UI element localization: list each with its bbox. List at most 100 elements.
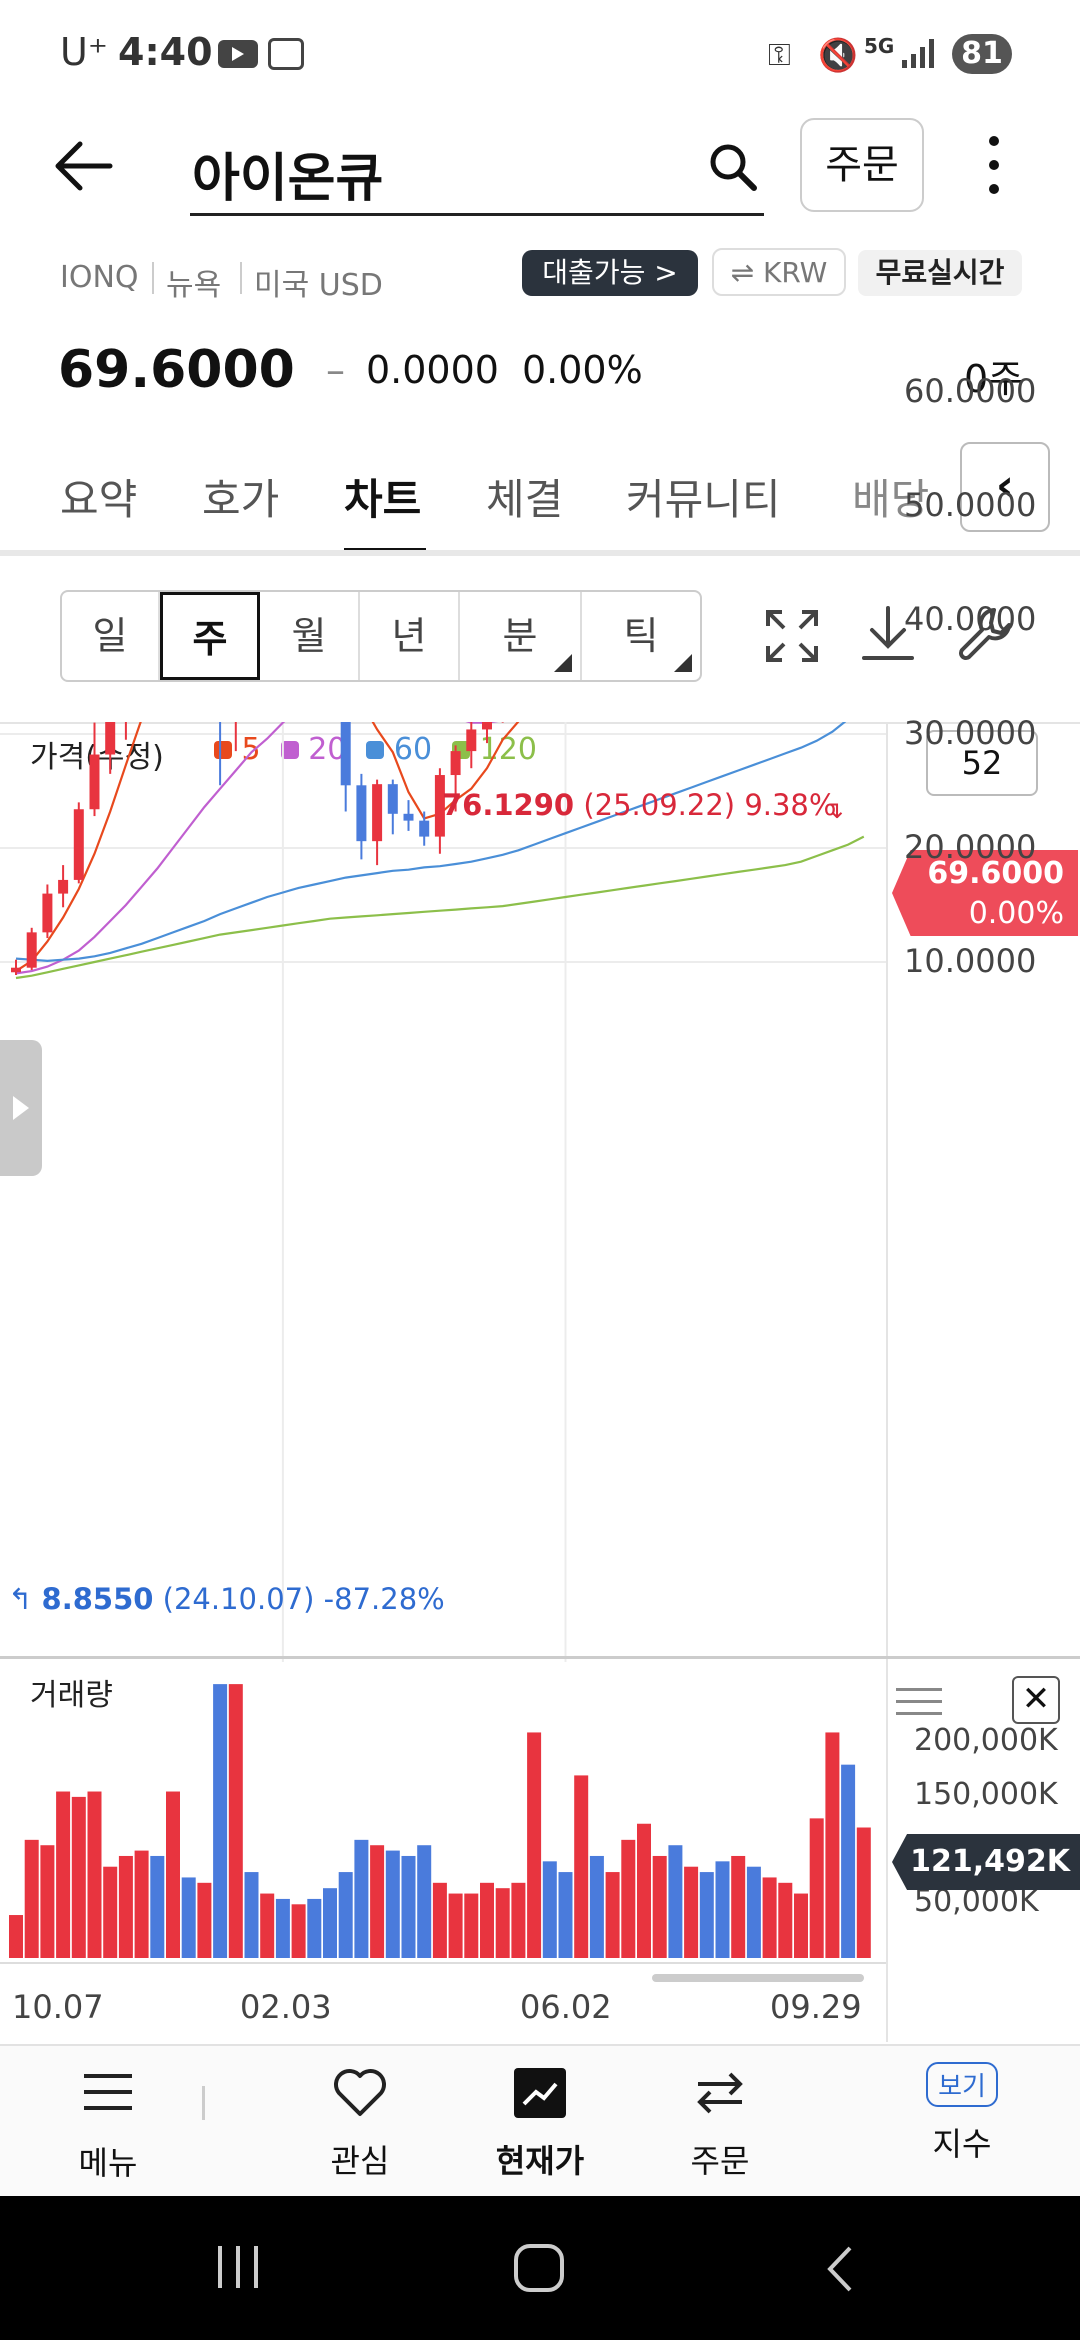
realtime-chip[interactable]: 무료실시간 xyxy=(858,250,1022,296)
ma-legend-item: 20 xyxy=(280,732,347,767)
volume-bar xyxy=(684,1866,699,1958)
volume-bar xyxy=(370,1845,385,1958)
search-value: 아이온큐 xyxy=(192,149,384,209)
volume-bar xyxy=(181,1877,196,1958)
nav-order[interactable]: 주문 xyxy=(670,2066,770,2182)
volume-bar xyxy=(464,1893,479,1958)
mute-icon: 🔇 xyxy=(818,36,858,74)
date-label: 10.07 xyxy=(12,1988,104,2026)
back-arrow-icon[interactable] xyxy=(52,138,114,194)
ma20-label: 20 xyxy=(308,732,347,767)
candle-count-box[interactable]: 52 xyxy=(926,730,1038,796)
price-change-pct: 0.00% xyxy=(522,348,643,392)
volume-bar xyxy=(40,1845,55,1958)
volume-bar xyxy=(746,1866,761,1958)
chart-area[interactable]: 가격(수정) 5 20 60 120 52 76.1290 (25.09.22)… xyxy=(0,372,1080,2042)
volume-bar xyxy=(228,1684,243,1958)
ma120-label: 120 xyxy=(479,732,537,767)
date-label: 06.02 xyxy=(520,1988,612,2026)
period-day[interactable]: 일 xyxy=(62,592,160,680)
candle-body xyxy=(89,754,100,810)
expand-icon[interactable] xyxy=(764,608,820,664)
low-arrow-icon: ↰ xyxy=(8,1582,33,1616)
candle-body xyxy=(356,785,367,842)
nav-divider xyxy=(202,2086,205,2120)
volume-bar xyxy=(511,1882,526,1958)
period-month[interactable]: 월 xyxy=(260,592,360,680)
period-minute[interactable]: 분 xyxy=(460,592,582,680)
current-price-tag-value: 69.6000 xyxy=(927,856,1064,891)
download-icon[interactable] xyxy=(860,604,916,664)
volume-tick-label: 50,000K xyxy=(914,1884,1039,1920)
tab-scroll-left-button[interactable]: ‹ xyxy=(960,442,1050,532)
volume-bar xyxy=(448,1893,463,1958)
volume-bar xyxy=(558,1872,573,1958)
hamburger-icon[interactable] xyxy=(896,1684,942,1720)
volume-bar xyxy=(637,1823,651,1958)
loan-available-chip[interactable]: 대출가능 > xyxy=(522,250,698,296)
panel-divider xyxy=(0,1656,886,1659)
volume-bar xyxy=(542,1861,557,1958)
nav-index[interactable]: 보기 지수 xyxy=(912,2062,1012,2165)
candle-body xyxy=(403,813,414,821)
chart-line-icon xyxy=(514,2068,566,2118)
ma-legend-item: 60 xyxy=(366,732,432,767)
search-icon[interactable] xyxy=(706,140,760,194)
tab-orderbook[interactable]: 호가 xyxy=(202,475,280,524)
divider xyxy=(240,262,242,294)
high-date: (25.09.22) xyxy=(583,788,736,822)
current-price: 69.6000 xyxy=(58,340,295,400)
volume-bar xyxy=(715,1861,730,1958)
high-annotation: 76.1290 (25.09.22) 9.38% xyxy=(442,788,836,822)
nav-watchlist[interactable]: 관심 xyxy=(310,2066,410,2182)
period-tick[interactable]: 틱 xyxy=(582,592,700,680)
volume-bar xyxy=(385,1850,400,1958)
swap-arrows-icon xyxy=(697,2072,743,2114)
order-button[interactable]: 주문 xyxy=(800,118,924,212)
period-selector: 일 주 월 년 분 틱 xyxy=(60,590,702,682)
price-tick-label: 40.0000 xyxy=(904,600,1037,638)
close-icon[interactable]: ✕ xyxy=(1012,1676,1060,1724)
volume-bar xyxy=(825,1732,840,1958)
tab-dividend[interactable]: 배당 xyxy=(852,475,930,524)
home-icon[interactable] xyxy=(514,2244,564,2292)
more-menu-icon[interactable] xyxy=(986,136,1002,196)
low-price: 8.8550 xyxy=(41,1582,154,1616)
volume-bar xyxy=(150,1855,165,1958)
ma-line-20 xyxy=(15,722,499,975)
low-pct: -87.28% xyxy=(323,1582,445,1616)
candle-body xyxy=(466,729,477,752)
high-price: 76.1290 xyxy=(442,788,575,822)
volume-bar xyxy=(166,1791,180,1958)
chart-scrollbar[interactable] xyxy=(652,1974,864,1982)
clock: 4:40 xyxy=(118,30,213,74)
bottom-nav: 메뉴 관심 현재가 주문 보기 지수 xyxy=(0,2044,1080,2196)
period-week[interactable]: 주 xyxy=(160,592,260,680)
volume-bar xyxy=(480,1882,494,1958)
wrench-icon[interactable] xyxy=(954,604,1014,664)
volume-chart xyxy=(9,1684,871,1958)
tab-community[interactable]: 커뮤니티 xyxy=(626,475,781,524)
search-input[interactable]: 아이온큐 xyxy=(190,122,764,216)
nav-current-price[interactable]: 현재가 xyxy=(490,2066,590,2182)
side-panel-handle[interactable] xyxy=(0,1040,42,1176)
period-minute-label: 분 xyxy=(502,614,538,658)
price-tick-label: 60.0000 xyxy=(904,372,1037,410)
ma-line-120 xyxy=(15,835,865,980)
nav-menu[interactable]: 메뉴 xyxy=(58,2070,158,2184)
tab-trades[interactable]: 체결 xyxy=(486,475,564,524)
tab-chart[interactable]: 차트 xyxy=(344,475,422,524)
period-year[interactable]: 년 xyxy=(360,592,460,680)
price-tick-label: 50.0000 xyxy=(904,486,1037,524)
volume-bar xyxy=(118,1855,133,1958)
currency-toggle[interactable]: ⇌ KRW xyxy=(712,248,846,296)
volume-bar xyxy=(307,1898,322,1958)
ma20-swatch xyxy=(280,741,299,759)
volume-bar xyxy=(260,1893,275,1958)
candle-body xyxy=(58,879,69,894)
back-icon[interactable] xyxy=(820,2244,860,2294)
recent-apps-icon[interactable] xyxy=(218,2246,262,2288)
axis-divider xyxy=(886,722,888,2042)
tab-summary[interactable]: 요약 xyxy=(60,475,138,524)
volume-bar xyxy=(291,1904,306,1958)
